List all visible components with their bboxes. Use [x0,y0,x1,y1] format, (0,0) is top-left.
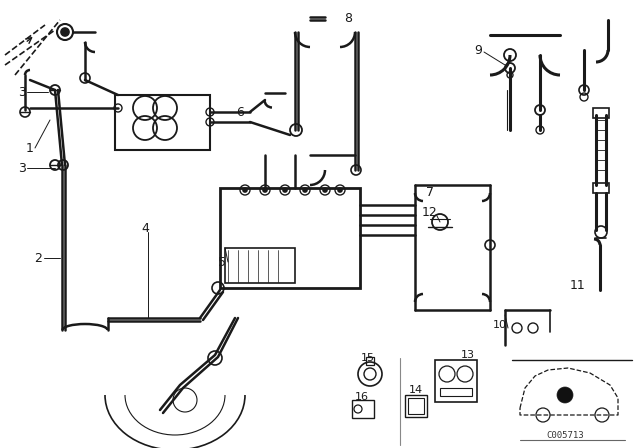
Circle shape [61,28,69,36]
Bar [440,388,472,396]
Circle shape [243,188,247,192]
Bar [435,360,477,402]
Text: 2: 2 [34,251,42,264]
Circle shape [303,188,307,192]
Circle shape [338,188,342,192]
Text: 7: 7 [426,185,434,198]
Circle shape [283,188,287,192]
Text: 11: 11 [570,279,586,292]
Circle shape [557,387,573,403]
Text: 16: 16 [355,392,369,402]
Text: 4: 4 [141,221,149,234]
Bar [593,183,609,193]
Text: 1: 1 [26,142,34,155]
Text: 6: 6 [236,105,244,119]
Text: 9: 9 [474,43,482,56]
Text: 14: 14 [409,385,423,395]
Bar [115,95,210,150]
Bar [352,400,374,418]
Text: 10: 10 [493,320,507,330]
Bar [225,248,295,283]
Bar [405,395,427,417]
Bar [408,398,424,414]
Text: 15: 15 [361,353,375,363]
Bar [593,108,609,118]
Text: 3: 3 [18,86,26,99]
Text: 13: 13 [461,350,475,360]
Text: C005713: C005713 [546,431,584,439]
Bar [220,188,360,288]
Text: 3: 3 [18,161,26,175]
Text: 5: 5 [218,255,226,268]
Circle shape [323,188,327,192]
Bar [366,357,374,365]
Circle shape [263,188,267,192]
Text: 12: 12 [422,206,438,219]
Text: 8: 8 [344,12,352,25]
